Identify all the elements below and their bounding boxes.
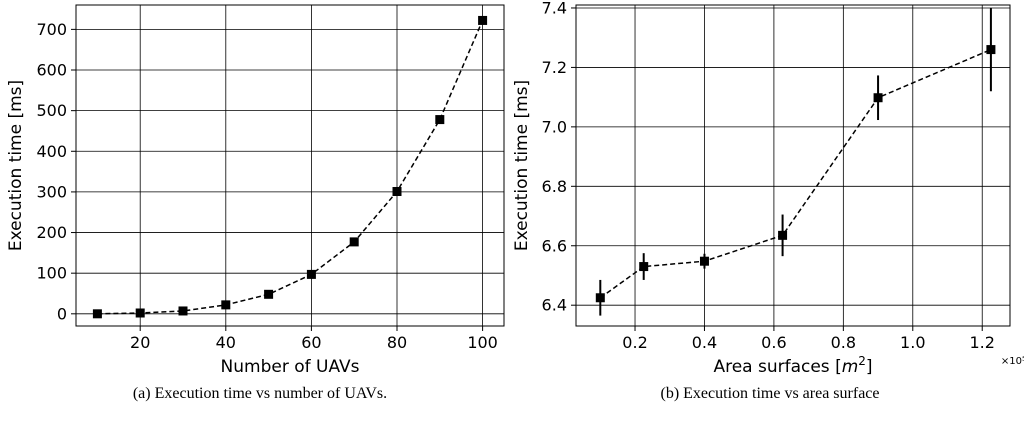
x-tick-label: 60 (301, 333, 321, 352)
y-tick-label: 600 (36, 61, 67, 80)
y-tick-label: 6.8 (542, 177, 567, 196)
data-point-marker (392, 187, 402, 197)
figure: 20 40 60 80 100 0 100 200 300 400 500 600 700 Number … (6, 0, 1024, 377)
y-axis-label: Execution time [ms] (512, 80, 532, 251)
y-tick-label: 7.0 (542, 117, 567, 136)
x-scale-note: ×10⁵ (1001, 356, 1024, 367)
data-point-marker (221, 300, 231, 310)
data-point-marker (699, 256, 709, 266)
data-point-marker (478, 15, 488, 25)
y-tick-label: 500 (36, 101, 67, 120)
caption-b: (b) Execution time vs area surface (660, 385, 880, 402)
x-tick-label: 0.8 (831, 333, 856, 352)
x-tick-label: 20 (130, 333, 150, 352)
data-point-marker (595, 293, 605, 303)
data-point-marker (435, 115, 445, 125)
y-tick-label: 7.2 (542, 58, 567, 77)
data-point-marker (264, 289, 274, 299)
x-tick-label: 0.6 (761, 333, 786, 352)
y-tick-label: 0 (57, 304, 67, 323)
chart-execution-time-vs-uavs: 20 40 60 80 100 0 100 200 300 400 500 600 700 Number … (6, 4, 505, 377)
x-tick-label: 40 (216, 333, 236, 352)
y-tick-label: 7.4 (542, 0, 567, 17)
data-point-marker (349, 237, 359, 247)
x-tick-label: 80 (387, 333, 407, 352)
y-tick-label: 200 (36, 223, 67, 242)
data-point-marker (135, 308, 145, 318)
data-point-marker (178, 306, 188, 316)
x-tick-label: 1.0 (900, 333, 925, 352)
y-tick-label: 6.4 (542, 296, 567, 315)
x-axis-label: Area surfaces [m2] (713, 354, 872, 377)
y-tick-label: 100 (36, 264, 67, 283)
y-tick-label: 6.6 (542, 236, 567, 255)
data-point-marker (778, 230, 788, 240)
data-point-marker (873, 93, 883, 103)
series-line (599, 48, 992, 299)
y-tick-label: 700 (36, 20, 67, 39)
plot-frame (575, 4, 1011, 327)
data-point-marker (986, 45, 996, 55)
chart-execution-time-vs-area: 0.2 0.4 0.6 0.8 1.0 1.2 6.4 6.6 6.8 7.0 7.2 7.4 Area… (512, 0, 1024, 377)
data-point-marker (639, 262, 649, 272)
x-tick-label: 0.4 (692, 333, 717, 352)
y-axis-label: Execution time [ms] (6, 80, 26, 251)
x-tick-label: 100 (467, 333, 498, 352)
x-tick-label: 0.2 (622, 333, 647, 352)
plot-frame (75, 4, 505, 327)
caption-a: (a) Execution time vs number of UAVs. (132, 385, 388, 402)
y-tick-label: 400 (36, 142, 67, 161)
data-point-marker (306, 269, 316, 279)
x-tick-label: 1.2 (969, 333, 994, 352)
data-point-marker (92, 309, 102, 319)
x-axis-label: Number of UAVs (221, 357, 360, 377)
y-tick-label: 300 (36, 182, 67, 201)
series-line (97, 20, 484, 315)
